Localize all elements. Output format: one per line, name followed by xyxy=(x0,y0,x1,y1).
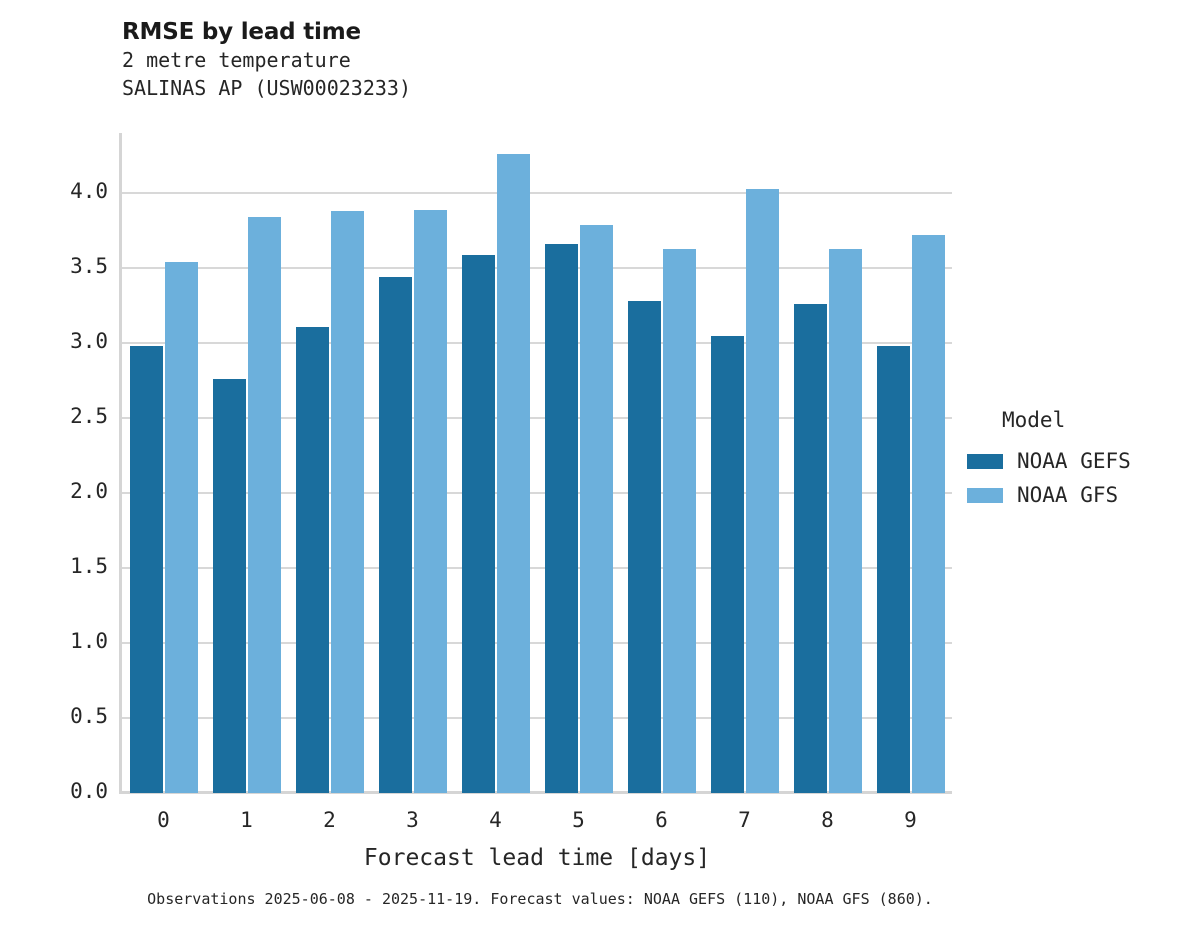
page-title: RMSE by lead time xyxy=(122,19,361,45)
x-axis-tick-label: 4 xyxy=(489,808,502,832)
bar[interactable] xyxy=(710,335,744,793)
y-axis-spine xyxy=(119,133,122,794)
legend-swatch-icon xyxy=(967,453,1003,469)
plot-area xyxy=(122,133,952,793)
bar[interactable] xyxy=(662,248,696,793)
bar[interactable] xyxy=(164,262,198,793)
legend-item-label: NOAA GFS xyxy=(1017,483,1119,507)
legend-swatch-icon xyxy=(967,487,1003,503)
gridline xyxy=(122,192,952,194)
y-axis-tick-label: 3.0 xyxy=(70,329,108,353)
legend: Model NOAA GEFS NOAA GFS xyxy=(967,408,1182,512)
x-axis-tick-label: 1 xyxy=(240,808,253,832)
x-axis-tick-label: 0 xyxy=(157,808,170,832)
bar[interactable] xyxy=(330,211,364,793)
legend-entries: NOAA GEFS NOAA GFS xyxy=(967,444,1182,512)
y-axis-tick-label: 0.0 xyxy=(70,779,108,803)
bar[interactable] xyxy=(212,379,246,793)
y-axis-tick-label: 0.5 xyxy=(70,704,108,728)
gridline xyxy=(122,642,952,644)
gridline xyxy=(122,267,952,269)
y-axis-tick-label: 2.0 xyxy=(70,479,108,503)
bar[interactable] xyxy=(793,304,827,793)
y-axis-tick-label: 2.5 xyxy=(70,404,108,428)
bar[interactable] xyxy=(911,235,945,793)
legend-item[interactable]: NOAA GEFS xyxy=(967,444,1182,478)
bar[interactable] xyxy=(295,326,329,793)
y-axis-tick-label: 1.0 xyxy=(70,629,108,653)
x-axis-tick-label: 7 xyxy=(738,808,751,832)
bar[interactable] xyxy=(579,224,613,793)
title-block: RMSE by lead time 2 metre temperature SA… xyxy=(122,18,822,102)
bar[interactable] xyxy=(461,254,495,793)
x-axis-tick-label: 9 xyxy=(904,808,917,832)
gridline xyxy=(122,492,952,494)
gridline xyxy=(122,717,952,719)
x-axis-tick-label: 8 xyxy=(821,808,834,832)
bar[interactable] xyxy=(413,209,447,793)
bar[interactable] xyxy=(496,154,530,793)
bar[interactable] xyxy=(378,277,412,793)
gridline xyxy=(122,342,952,344)
gridline xyxy=(122,567,952,569)
y-axis-tick-label: 3.5 xyxy=(70,254,108,278)
chart-subtitle-station: SALINAS AP (USW00023233) xyxy=(122,76,411,100)
gridline xyxy=(122,417,952,419)
y-axis-tick-labels: 0.0 0.5 1.0 1.5 2.0 2.5 3.0 3.5 4.0 xyxy=(0,0,110,928)
bar[interactable] xyxy=(544,244,578,793)
bar[interactable] xyxy=(627,301,661,793)
x-axis-spine xyxy=(122,791,952,794)
x-axis-tick-label: 6 xyxy=(655,808,668,832)
x-axis-title: Forecast lead time [days] xyxy=(363,845,711,871)
legend-item-label: NOAA GEFS xyxy=(1017,449,1131,473)
x-axis-tick-label: 2 xyxy=(323,808,336,832)
x-axis-tick-label: 3 xyxy=(406,808,419,832)
footer-note: Observations 2025-06-08 - 2025-11-19. Fo… xyxy=(147,890,933,908)
bar[interactable] xyxy=(876,346,910,793)
bar[interactable] xyxy=(129,346,163,793)
legend-title: Model xyxy=(1002,408,1066,432)
legend-item[interactable]: NOAA GFS xyxy=(967,478,1182,512)
bar[interactable] xyxy=(745,188,779,793)
chart-subtitle-variable: 2 metre temperature xyxy=(122,48,351,72)
x-axis-tick-label: 5 xyxy=(572,808,585,832)
y-axis-tick-label: 1.5 xyxy=(70,554,108,578)
bar[interactable] xyxy=(828,248,862,793)
bar[interactable] xyxy=(247,217,281,793)
y-axis-tick-label: 4.0 xyxy=(70,179,108,203)
